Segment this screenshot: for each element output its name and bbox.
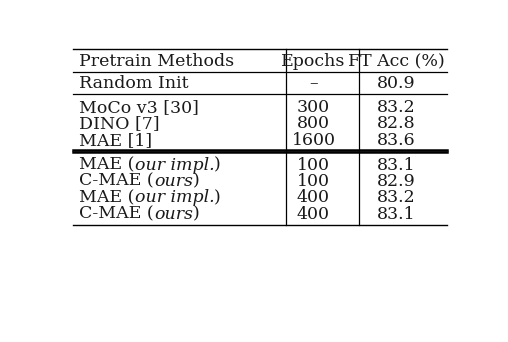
Text: C-MAE (: C-MAE ( (79, 173, 154, 189)
Text: Pretrain Methods: Pretrain Methods (79, 53, 234, 70)
Text: Epochs: Epochs (281, 53, 345, 70)
Text: ours: ours (154, 206, 193, 223)
Text: ): ) (214, 189, 221, 206)
Text: ): ) (193, 206, 200, 223)
Text: 300: 300 (297, 99, 330, 116)
Text: 83.1: 83.1 (377, 157, 416, 174)
Text: 83.1: 83.1 (377, 206, 416, 223)
Text: 83.2: 83.2 (377, 189, 416, 206)
Text: MAE (: MAE ( (79, 189, 135, 206)
Text: our impl.: our impl. (135, 189, 214, 206)
Text: MAE (: MAE ( (79, 157, 135, 174)
Text: our impl.: our impl. (135, 157, 214, 174)
Text: MAE [1]: MAE [1] (79, 132, 152, 149)
Text: 100: 100 (297, 157, 330, 174)
Text: 100: 100 (297, 173, 330, 189)
Text: 82.8: 82.8 (377, 115, 416, 132)
Text: ): ) (193, 173, 200, 189)
Text: –: – (309, 75, 318, 92)
Text: ): ) (214, 157, 221, 174)
Text: FT Acc (%): FT Acc (%) (348, 53, 444, 70)
Text: 82.9: 82.9 (377, 173, 416, 189)
Text: 400: 400 (297, 206, 330, 223)
Text: 80.9: 80.9 (377, 75, 416, 92)
Text: 83.2: 83.2 (377, 99, 416, 116)
Text: 1600: 1600 (292, 132, 335, 149)
Text: C-MAE (: C-MAE ( (79, 206, 154, 223)
Text: DINO [7]: DINO [7] (79, 115, 160, 132)
Text: 800: 800 (297, 115, 330, 132)
Text: Random Init: Random Init (79, 75, 189, 92)
Text: 400: 400 (297, 189, 330, 206)
Text: ours: ours (154, 173, 193, 189)
Text: MoCo v3 [30]: MoCo v3 [30] (79, 99, 199, 116)
Text: 83.6: 83.6 (377, 132, 416, 149)
